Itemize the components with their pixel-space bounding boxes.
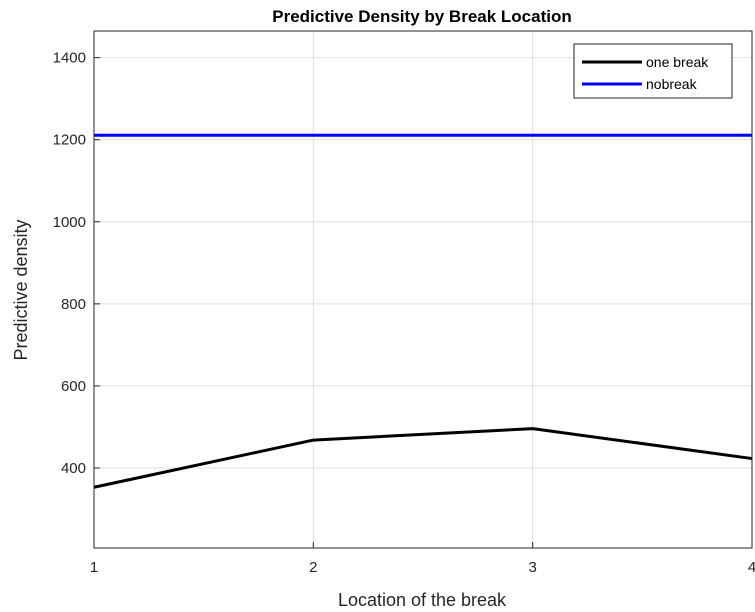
y-tick-label: 1400 <box>53 50 86 67</box>
x-tick-label: 4 <box>748 559 755 576</box>
plot-frame <box>93 30 753 549</box>
y-tick-label: 800 <box>61 296 86 313</box>
y-tick-label: 400 <box>61 460 86 477</box>
legend-box <box>573 43 733 99</box>
chart-title: Predictive Density by Break Location <box>272 7 572 26</box>
series-group <box>93 133 753 489</box>
y-tick-label: 1200 <box>53 132 86 149</box>
plot-area <box>94 31 752 548</box>
y-axis-label: Predictive density <box>11 219 31 360</box>
y-tick-label: 600 <box>61 378 86 395</box>
legend: one break nobreak <box>573 43 733 99</box>
y-tick-label: 1000 <box>53 214 86 231</box>
tick-group: 1 2 3 4 400 600 800 1000 1200 1400 <box>53 50 755 576</box>
x-tick-label: 3 <box>528 559 536 576</box>
x-tick-label: 1 <box>90 559 98 576</box>
x-tick-label: 2 <box>309 559 317 576</box>
legend-label: nobreak <box>646 76 698 92</box>
series-line-one-break <box>93 427 753 489</box>
x-axis-label: Location of the break <box>338 590 507 610</box>
legend-label: one break <box>646 54 709 70</box>
